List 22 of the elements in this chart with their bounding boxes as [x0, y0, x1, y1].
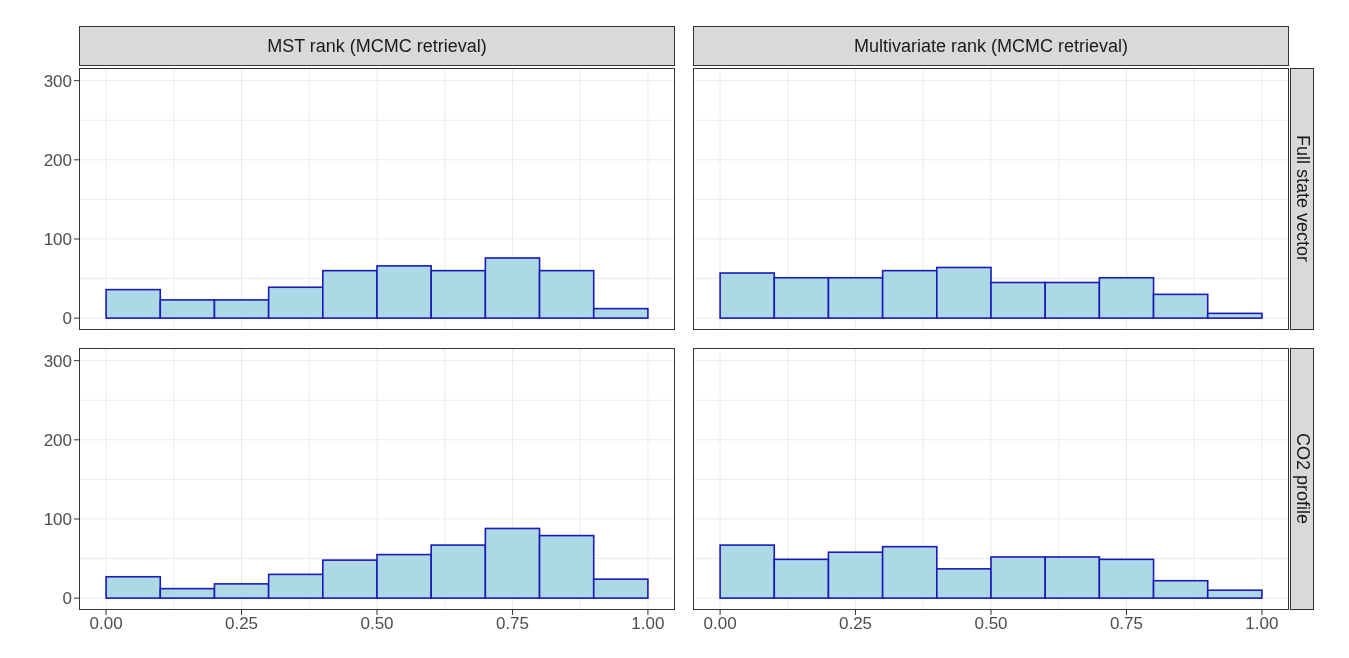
x-tick-label: 0.00 [703, 614, 737, 634]
x-tick-label: 0.75 [495, 614, 529, 634]
y2-axis-title: Full state vector [1290, 68, 1314, 330]
y-tick-label: 100 [43, 230, 72, 250]
y2-axis-title: CO2 profile [1290, 348, 1314, 610]
x-tick-label: 0.00 [89, 614, 123, 634]
x-tick-label: 0.50 [360, 614, 394, 634]
y-tick-label: 200 [43, 150, 72, 170]
y-tick-label: 0 [62, 589, 72, 609]
x-tick-label: 0.25 [225, 614, 259, 634]
y-tick-label: 0 [62, 309, 72, 329]
y-tick-label: 300 [43, 351, 72, 371]
x-tick-label: 1.00 [1245, 614, 1279, 634]
x-tick-label: 1.00 [631, 614, 665, 634]
x-tick-label: 0.25 [839, 614, 873, 634]
x-tick-label: 0.50 [974, 614, 1008, 634]
x-tick-label: 0.75 [1109, 614, 1143, 634]
y-tick-label: 100 [43, 510, 72, 530]
y-tick-label: 300 [43, 71, 72, 91]
chart-title: MST rank (MCMC retrieval) [79, 26, 675, 66]
chart-title: Multivariate rank (MCMC retrieval) [693, 26, 1289, 66]
y-tick-label: 200 [43, 430, 72, 450]
